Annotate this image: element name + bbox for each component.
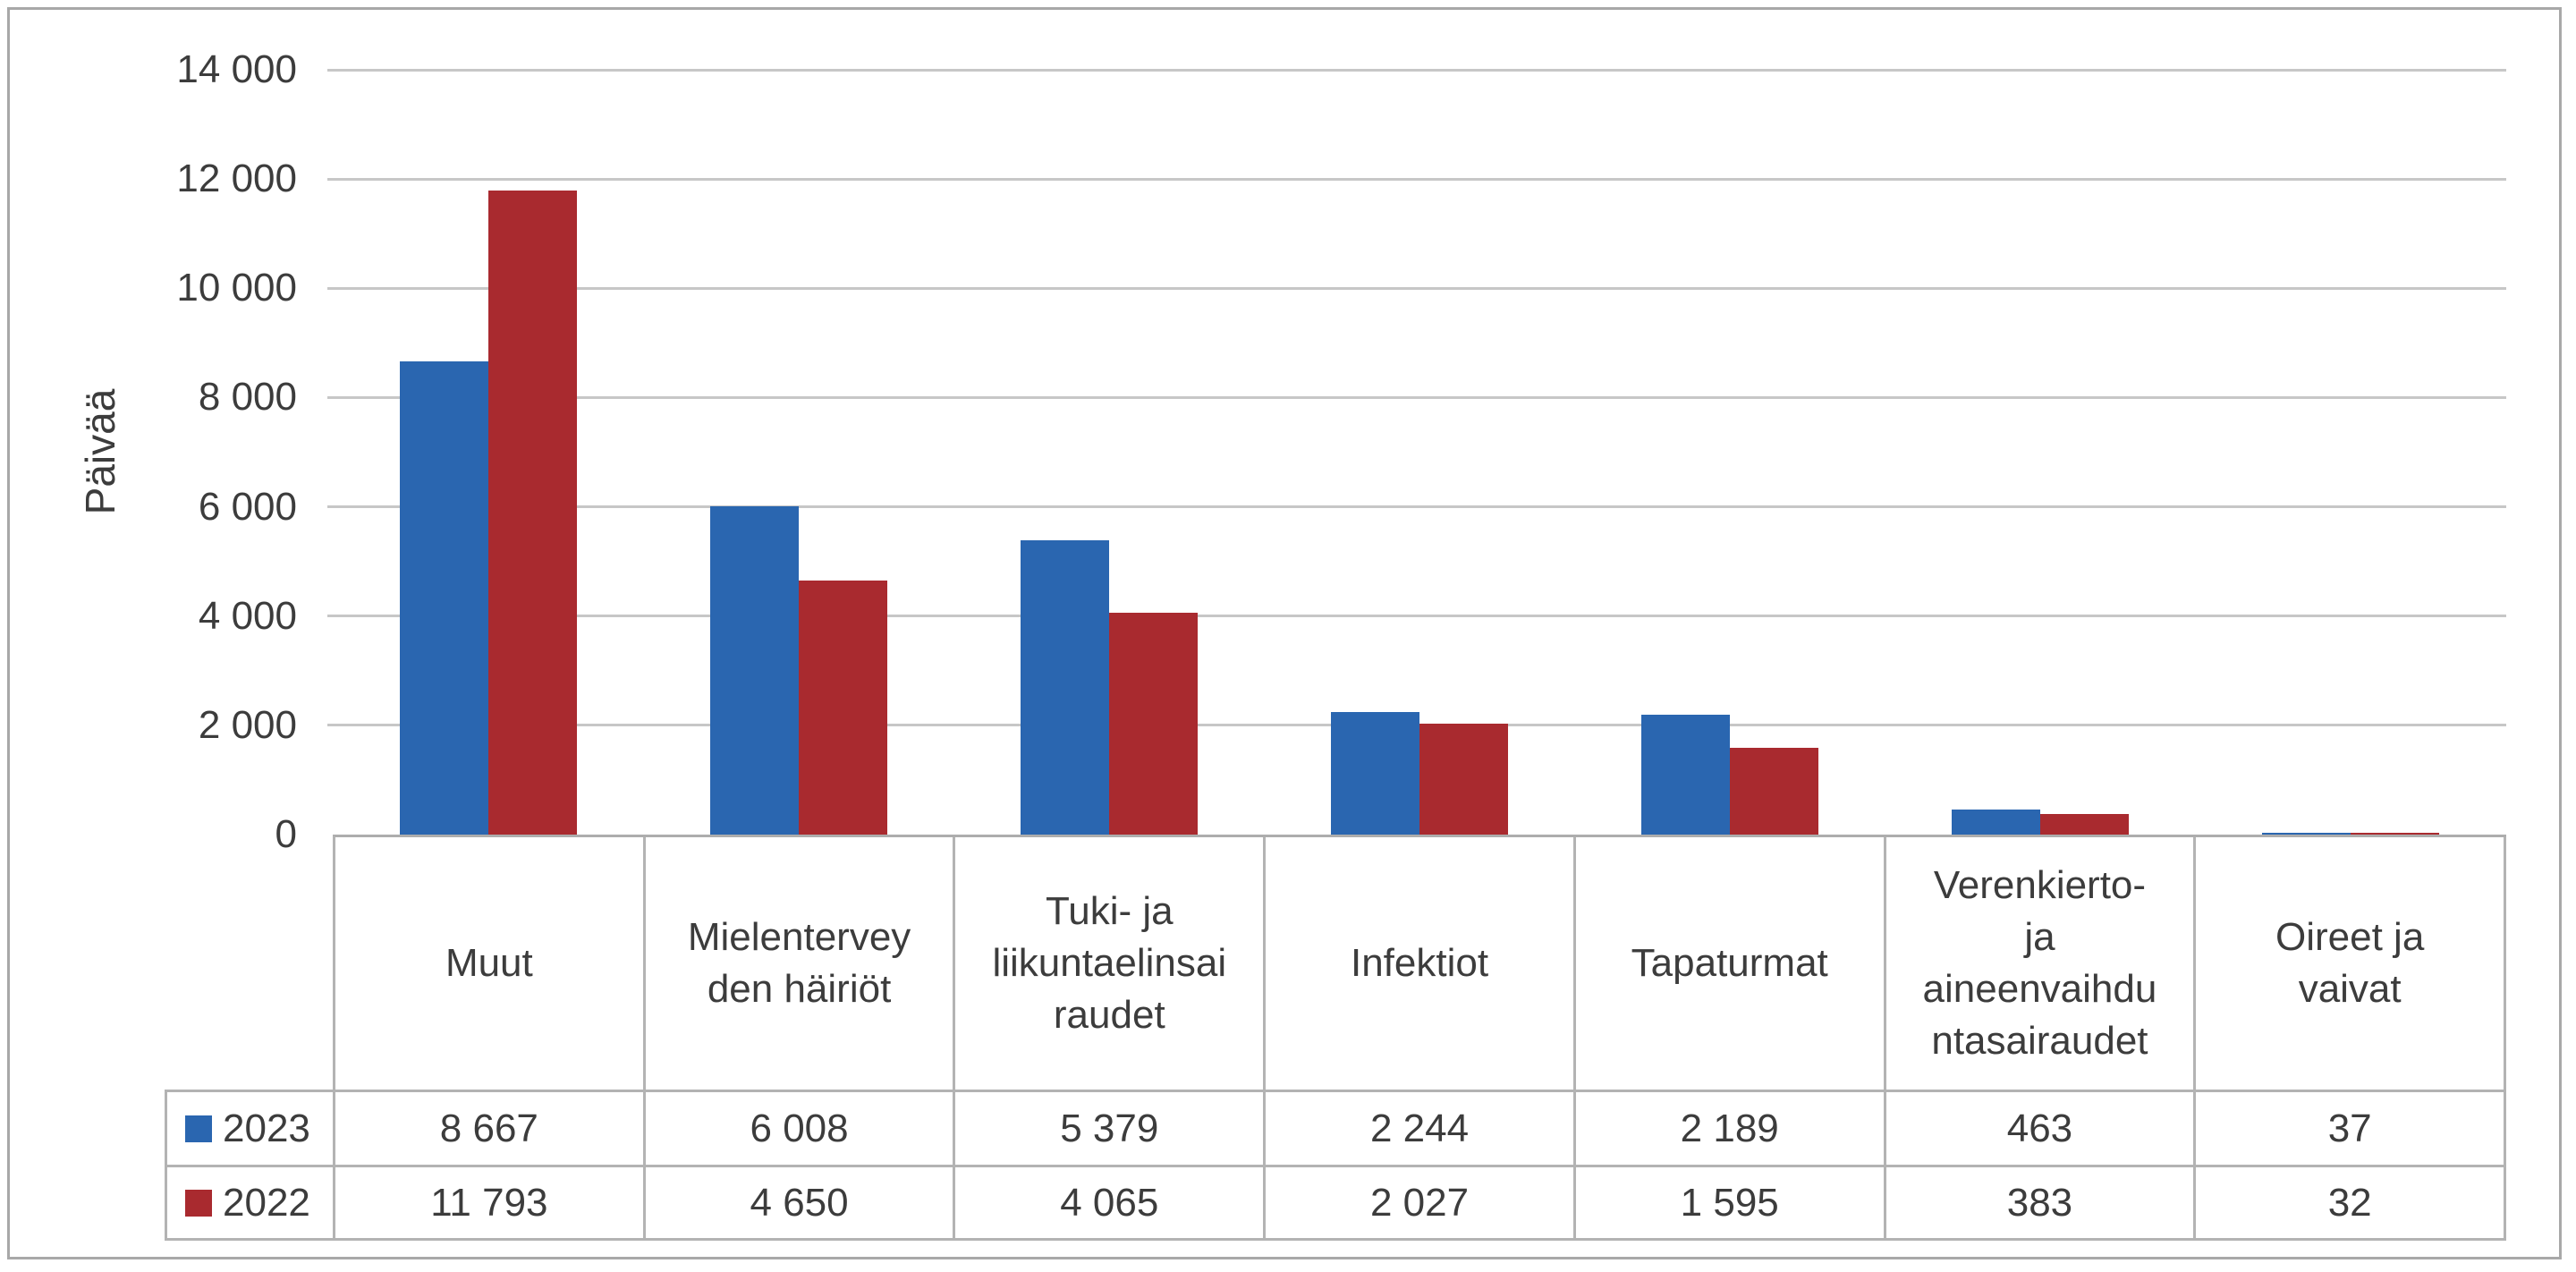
category-label-line: aineenvaihdu — [1922, 967, 2157, 1011]
data-table-row-2022: 2022 11 793 4 650 4 065 2 027 1 595 383 32 — [165, 1165, 2507, 1241]
bar-2022-7 — [2351, 833, 2440, 835]
category-label-line: Tuki- ja — [1045, 889, 1174, 933]
category-header-cell-4: Infektiot — [1266, 837, 1576, 1090]
category-label-line: Muut — [445, 941, 533, 985]
y-axis-tick-label: 4 000 — [198, 593, 297, 638]
bar-2023-6 — [1952, 810, 2041, 835]
y-axis-tick-label: 8 000 — [198, 375, 297, 420]
data-table-row-2023: 2023 8 667 6 008 5 379 2 244 2 189 463 37 — [165, 1090, 2507, 1165]
gridline-12000 — [327, 177, 2506, 181]
category-label-line: vaivat — [2298, 967, 2402, 1011]
y-axis-tick-label: 12 000 — [176, 157, 297, 201]
category-header-cell-3: Tuki- ja liikuntaelinsai raudet — [955, 837, 1267, 1090]
category-header-cell-6: Verenkierto-ja aineenvaihdu ntasairaudet — [1885, 837, 2197, 1090]
gridline-10000 — [327, 286, 2506, 290]
y-axis-tick-label: 10 000 — [176, 266, 297, 310]
category-header-cell-7: Oireet ja vaivat — [2196, 837, 2507, 1090]
bar-2022-3 — [1108, 613, 1198, 835]
gridline-6000 — [327, 505, 2506, 509]
value-cell-2022-5: 1 595 — [1576, 1167, 1886, 1238]
category-label-line: Mielentervey — [687, 915, 911, 959]
gridline-4000 — [327, 615, 2506, 618]
bar-2023-3 — [1020, 540, 1109, 835]
category-header-row: Muut Mielentervey den häiriöt Tuki- ja liiku… — [333, 835, 2507, 1090]
category-label-line: ntasairaudet — [1931, 1019, 2148, 1063]
legend-label: 2022 — [223, 1180, 310, 1225]
category-label-line: Tapaturmat — [1631, 941, 1828, 985]
value-cell-2023-4: 2 244 — [1266, 1092, 1576, 1165]
value-cell-2023-6: 463 — [1886, 1092, 2197, 1165]
y-axis-tick-label: 2 000 — [198, 702, 297, 747]
value-cell-2023-7: 37 — [2196, 1092, 2507, 1165]
legend-cell-2022: 2022 — [167, 1167, 335, 1238]
y-axis-tick-label: 0 — [275, 812, 297, 856]
gridline-8000 — [327, 395, 2506, 399]
gridline-14000 — [327, 68, 2506, 72]
value-cell-2023-2: 6 008 — [646, 1092, 956, 1165]
value-cell-2022-3: 4 065 — [955, 1167, 1267, 1238]
category-label-line: ja — [2024, 915, 2055, 959]
category-label-line: Verenkierto- — [1933, 863, 2147, 907]
category-label-line: liikuntaelinsai — [992, 941, 1227, 985]
bar-2023-4 — [1331, 712, 1419, 835]
bar-2023-7 — [2262, 833, 2351, 835]
legend-label: 2023 — [223, 1106, 310, 1150]
legend-cell-2023: 2023 — [167, 1092, 335, 1165]
bar-2022-6 — [2040, 814, 2130, 835]
legend-key-square-2022 — [185, 1189, 212, 1217]
category-header-cell-1: Muut — [335, 837, 646, 1090]
bar-2022-4 — [1419, 724, 1508, 835]
category-label-line: den häiriöt — [707, 967, 892, 1011]
bar-2023-2 — [709, 506, 799, 835]
value-cell-2023-5: 2 189 — [1576, 1092, 1886, 1165]
value-cell-2023-3: 5 379 — [955, 1092, 1267, 1165]
value-cell-2022-2: 4 650 — [646, 1167, 956, 1238]
category-label-line: Infektiot — [1350, 941, 1489, 985]
value-cell-2022-4: 2 027 — [1266, 1167, 1576, 1238]
y-axis-tick-label: 14 000 — [176, 47, 297, 91]
value-cell-2022-6: 383 — [1886, 1167, 2197, 1238]
value-cell-2023-1: 8 667 — [335, 1092, 646, 1165]
bar-2022-5 — [1730, 748, 1819, 835]
plot-area — [327, 68, 2506, 835]
value-cell-2022-7: 32 — [2196, 1167, 2507, 1238]
value-cell-2022-1: 11 793 — [335, 1167, 646, 1238]
bar-2023-5 — [1641, 715, 1731, 835]
bar-2022-2 — [798, 581, 887, 835]
category-label-line: Oireet ja — [2275, 915, 2425, 959]
category-header-cell-5: Tapaturmat — [1575, 837, 1886, 1090]
category-label-line: raudet — [1053, 993, 1165, 1037]
legend-key-square-2023 — [185, 1115, 212, 1142]
category-header-cell-2: Mielentervey den häiriöt — [645, 837, 956, 1090]
chart-border-frame — [7, 7, 2562, 1259]
bar-2023-1 — [399, 361, 488, 835]
y-axis-tick-label: 6 000 — [198, 484, 297, 529]
bar-2022-1 — [487, 191, 577, 835]
